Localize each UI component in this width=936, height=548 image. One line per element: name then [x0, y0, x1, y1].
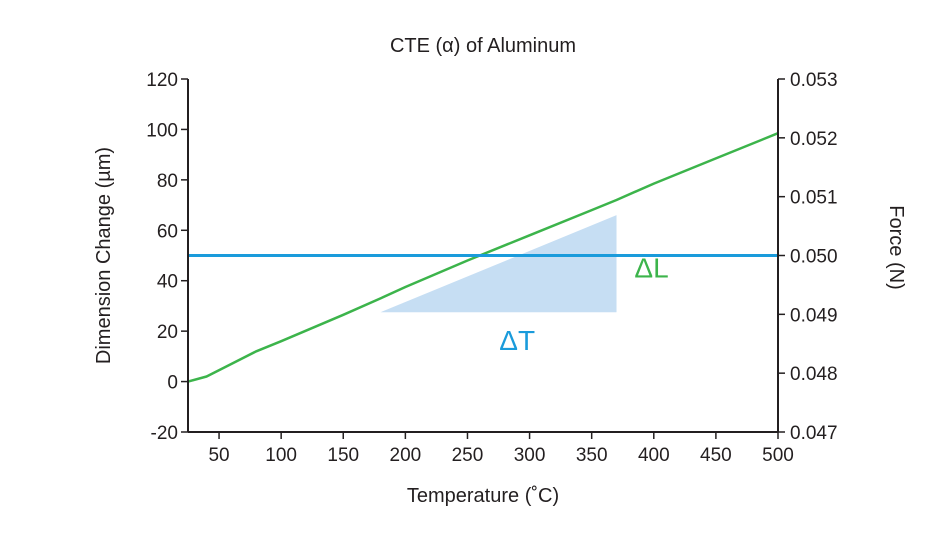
- y-tick-label: 120: [146, 70, 178, 91]
- y2-tick-label: 0.051: [790, 188, 838, 209]
- x-tick-label: 400: [638, 445, 670, 466]
- delta-t-annotation: ΔT: [499, 325, 535, 356]
- delta-l-annotation: ΔL: [634, 253, 668, 284]
- x-tick-label: 200: [390, 445, 422, 466]
- y-axis-label: Dimension Change (µm): [93, 147, 115, 364]
- y2-tick-label: 0.053: [790, 70, 838, 91]
- x-tick-label: 50: [208, 445, 229, 466]
- y2-tick-label: 0.049: [790, 305, 838, 326]
- dimension-series-line: [187, 132, 779, 383]
- y-tick-label: 0: [167, 373, 178, 394]
- y2-tick-label: 0.050: [790, 247, 838, 268]
- x-tick-label: 450: [700, 445, 732, 466]
- y2-axis-label: Force (N): [885, 205, 907, 289]
- y-tick-label: 100: [146, 120, 178, 141]
- y-tick-label: -20: [151, 423, 178, 444]
- y2-tick-label: 0.047: [790, 423, 838, 444]
- chart-title: CTE (α) of Aluminum: [390, 35, 576, 57]
- x-tick-label: 500: [762, 445, 794, 466]
- x-tick-label: 350: [576, 445, 608, 466]
- y-tick-label: 80: [157, 171, 178, 192]
- x-tick-label: 250: [452, 445, 484, 466]
- y2-tick-label: 0.052: [790, 129, 838, 150]
- y-tick-label: 60: [157, 221, 178, 242]
- y2-tick-label: 0.048: [790, 364, 838, 385]
- x-tick-label: 100: [265, 445, 297, 466]
- x-axis-label: Temperature (˚C): [407, 485, 559, 507]
- y-tick-label: 40: [157, 272, 178, 293]
- x-tick-label: 150: [327, 445, 359, 466]
- y-tick-label: 20: [157, 322, 178, 343]
- delta-shaded-region: [380, 215, 617, 313]
- x-tick-label: 300: [514, 445, 546, 466]
